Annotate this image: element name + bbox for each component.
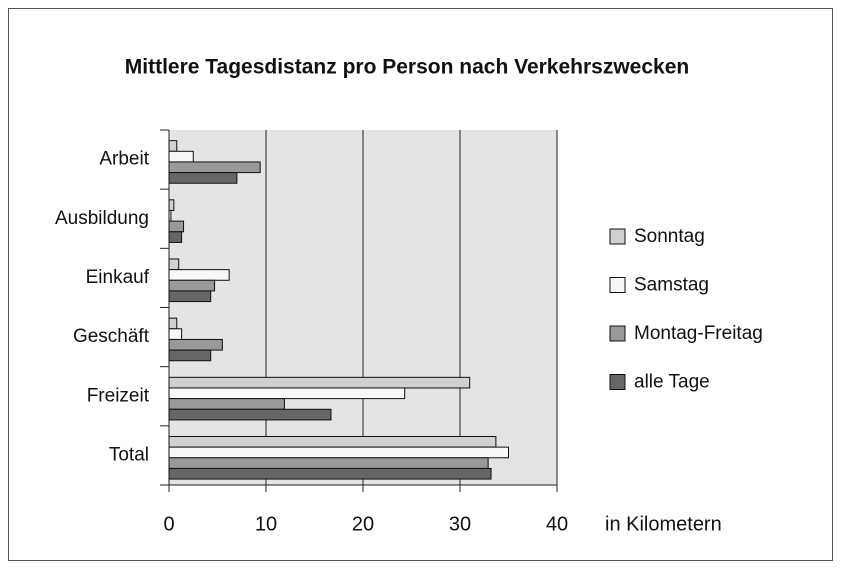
- x-tick-label: 0: [163, 513, 174, 535]
- bar: [168, 220, 185, 233]
- bar: [168, 467, 492, 480]
- legend-label: Samstag: [634, 275, 709, 296]
- bar: [168, 398, 285, 410]
- bar: [168, 279, 216, 292]
- bar: [168, 269, 230, 281]
- legend-label: alle Tage: [634, 372, 710, 393]
- y-tick-label: Freizeit: [87, 385, 150, 406]
- bar: [168, 376, 471, 389]
- bar: [168, 231, 183, 243]
- bar: [168, 349, 212, 362]
- bar: [168, 209, 172, 222]
- chart-title: Mittlere Tagesdistanz pro Person nach Ve…: [125, 56, 689, 79]
- bar: [168, 435, 497, 448]
- x-tick-label: 10: [255, 513, 277, 535]
- bar: [168, 328, 183, 340]
- bar: [168, 446, 509, 459]
- legend-label: Sonntag: [634, 226, 705, 247]
- x-axis-label: in Kilometern: [605, 513, 722, 535]
- legend-swatch: [609, 325, 626, 342]
- bar: [168, 140, 178, 152]
- y-tick-label: Geschäft: [73, 326, 150, 347]
- bar: [168, 199, 175, 211]
- y-tick-label: Einkauf: [86, 267, 150, 288]
- bar: [168, 457, 489, 469]
- bar: [168, 258, 180, 271]
- bar: [168, 387, 406, 400]
- y-tick-label: Ausbildung: [55, 208, 149, 229]
- x-tick-label: 30: [449, 513, 471, 535]
- bar: [168, 290, 212, 303]
- bar: [168, 317, 178, 330]
- bar: [168, 338, 223, 351]
- x-tick-label: 40: [546, 513, 568, 535]
- legend-swatch: [609, 228, 626, 245]
- y-tick-label: Arbeit: [99, 149, 149, 170]
- legend-swatch: [609, 374, 626, 390]
- bar: [168, 161, 261, 174]
- legend-label: Montag-Freitag: [634, 323, 763, 344]
- bar: [168, 408, 332, 421]
- legend-swatch: [609, 277, 626, 293]
- bar: [168, 150, 194, 163]
- x-tick-label: 20: [352, 513, 374, 535]
- y-tick-label: Total: [109, 444, 149, 465]
- bar: [168, 172, 238, 184]
